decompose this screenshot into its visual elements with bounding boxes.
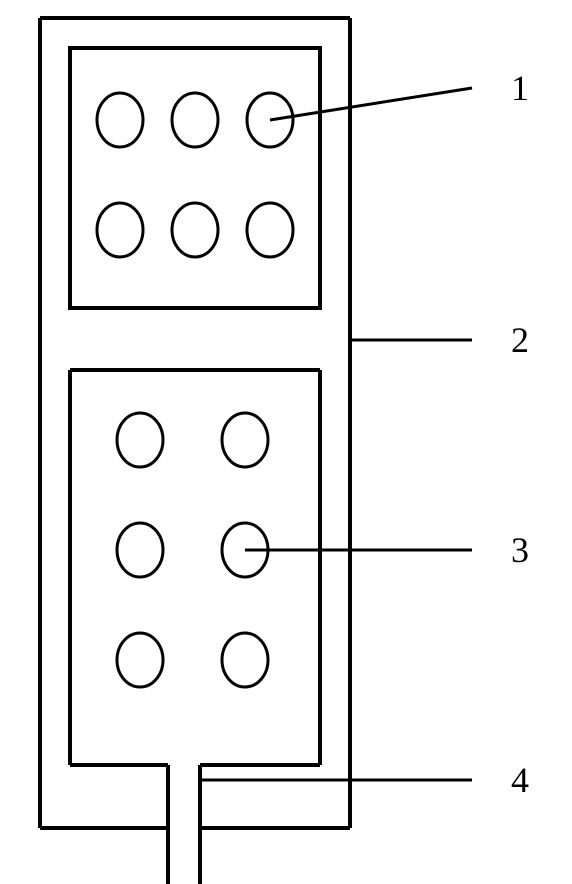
- label-3: 3: [511, 530, 529, 570]
- label-1: 1: [511, 68, 529, 108]
- label-4: 4: [511, 760, 529, 800]
- label-2: 2: [511, 320, 529, 360]
- canvas-bg: [0, 0, 572, 884]
